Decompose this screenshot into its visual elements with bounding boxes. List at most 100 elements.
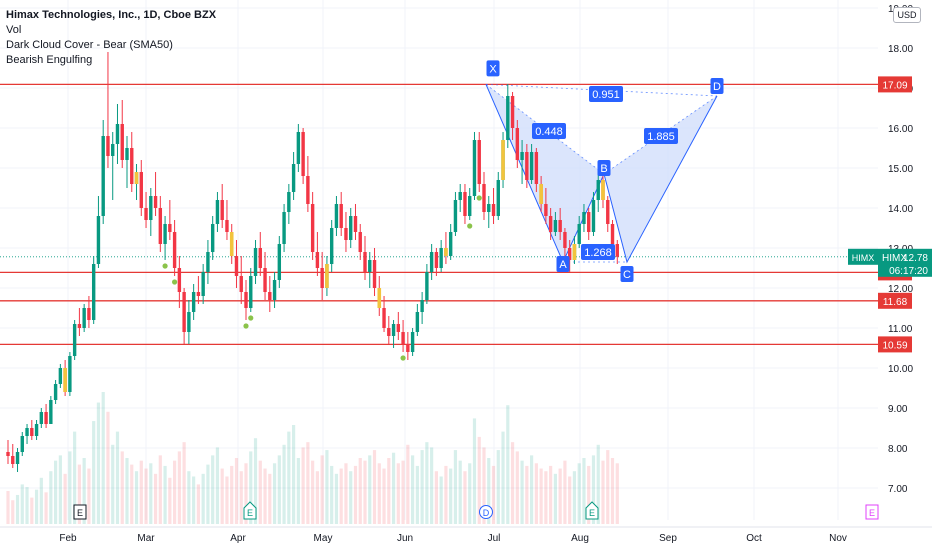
earnings-marker[interactable]: E xyxy=(243,501,257,520)
time-tick-label: Aug xyxy=(571,533,589,544)
pattern-ratio-label[interactable]: 0.951 xyxy=(589,86,623,102)
candle-body xyxy=(25,428,29,436)
volume-bar xyxy=(106,411,110,524)
candle-body xyxy=(34,424,39,436)
candle-body xyxy=(101,136,105,216)
pattern-triangle-bcd xyxy=(604,96,717,262)
current-price-text: HIMX xyxy=(882,253,907,264)
candle-body xyxy=(425,272,429,300)
candle-body xyxy=(591,200,596,232)
volume-bars xyxy=(6,392,619,524)
volume-bar xyxy=(587,465,591,524)
time-tick-label: Jun xyxy=(397,533,413,544)
volume-bar xyxy=(130,464,134,524)
pattern-point-a[interactable]: A xyxy=(556,256,570,272)
candle-body xyxy=(387,328,391,336)
price-line-badge[interactable] xyxy=(878,76,912,93)
pattern-point-d[interactable]: D xyxy=(710,78,724,94)
earnings-marker-shape xyxy=(73,504,87,520)
pattern-point-x-text: X xyxy=(489,63,497,75)
candle-body xyxy=(468,196,472,216)
price-axis[interactable]: 7.008.009.0010.0011.0012.0013.0014.0015.… xyxy=(848,0,932,530)
candle-body xyxy=(253,248,258,276)
volume-bar xyxy=(553,473,557,524)
volume-bar xyxy=(215,447,220,524)
dark-cloud-signal xyxy=(501,140,505,180)
volume-bar xyxy=(396,463,400,524)
candle-body xyxy=(548,216,553,232)
volume-bar xyxy=(387,458,391,524)
pattern-point-c[interactable]: C xyxy=(620,266,634,282)
volume-bar xyxy=(134,471,139,524)
pattern-point-b[interactable]: B xyxy=(597,160,611,176)
price-line-badge[interactable] xyxy=(878,336,912,353)
candle-body xyxy=(210,224,215,252)
volume-bar xyxy=(577,463,581,524)
volume-bar xyxy=(82,458,86,524)
volume-bar xyxy=(358,458,362,524)
legend-title[interactable]: Himax Technologies, Inc., 1D, Cboe BZX xyxy=(6,9,217,21)
volume-bar xyxy=(501,431,505,524)
candle-body xyxy=(220,200,224,220)
pattern-labels[interactable]: X A B C D 0.951 0.448 1.885 1.268 xyxy=(486,60,724,282)
candle-body xyxy=(353,216,358,232)
candle-body xyxy=(58,368,63,384)
dividend-marker[interactable]: D xyxy=(479,505,493,519)
volume-bar xyxy=(334,473,339,524)
time-axis[interactable]: Feb Mar Apr May Jun Jul Aug Sep Oct Nov xyxy=(0,526,932,550)
symbol-badge[interactable] xyxy=(848,248,878,265)
candle-body xyxy=(191,292,196,312)
volume-bar xyxy=(173,460,177,524)
legend-vol[interactable]: Vol xyxy=(6,24,22,36)
candle-body xyxy=(582,212,586,224)
candle-body xyxy=(291,164,296,192)
candle-body xyxy=(529,152,534,180)
volume-bar xyxy=(430,447,434,524)
time-tick-label: May xyxy=(314,533,333,544)
candle-body xyxy=(515,128,520,160)
candle-body xyxy=(510,96,515,128)
volume-bar xyxy=(92,421,96,524)
legend-indicator-bearish-engulfing[interactable]: Bearish Engulfing xyxy=(6,54,93,66)
countdown-text: 06:17:20 xyxy=(889,266,928,277)
engulfing-signal xyxy=(476,195,482,201)
engulfing-signal xyxy=(172,279,178,285)
volume-bar xyxy=(444,465,448,524)
candle-body xyxy=(334,204,339,228)
volume-bar xyxy=(144,468,148,524)
earnings-marker[interactable]: E xyxy=(73,504,87,520)
candle-body xyxy=(415,312,420,332)
legend-indicator-dark-cloud[interactable]: Dark Cloud Cover - Bear (SMA50) xyxy=(6,39,173,51)
pattern-ratio-label[interactable]: 1.885 xyxy=(644,128,678,144)
volume-bar xyxy=(311,460,315,524)
pattern-point-x[interactable]: X xyxy=(486,60,500,77)
candle-body xyxy=(358,232,362,252)
pattern-ratio-label[interactable]: 0.448 xyxy=(532,123,566,139)
volume-bar xyxy=(391,452,396,524)
volume-bar xyxy=(434,471,438,524)
earnings-marker[interactable]: E xyxy=(865,504,879,520)
candle-body xyxy=(396,324,401,332)
price-line-badge-text: 17.09 xyxy=(882,80,907,91)
volume-bar xyxy=(253,438,258,524)
current-price-badge[interactable] xyxy=(878,248,932,277)
currency-button[interactable]: USD xyxy=(893,7,921,23)
candle-body xyxy=(187,312,191,332)
candle-body xyxy=(234,256,239,276)
volume-bar xyxy=(87,468,91,524)
candle-body xyxy=(448,232,453,256)
volume-bar xyxy=(163,465,167,524)
candle-body xyxy=(610,224,615,244)
time-tick-label: Mar xyxy=(137,533,155,544)
volume-bar xyxy=(120,451,124,524)
candle-body xyxy=(306,176,310,204)
earnings-marker[interactable]: E xyxy=(585,501,599,520)
price-line-badge[interactable] xyxy=(878,292,912,309)
candle-body xyxy=(20,436,24,452)
pattern-ratio-label[interactable]: 1.268 xyxy=(581,244,615,260)
candle-body xyxy=(439,248,443,268)
volume-bar xyxy=(96,402,101,524)
